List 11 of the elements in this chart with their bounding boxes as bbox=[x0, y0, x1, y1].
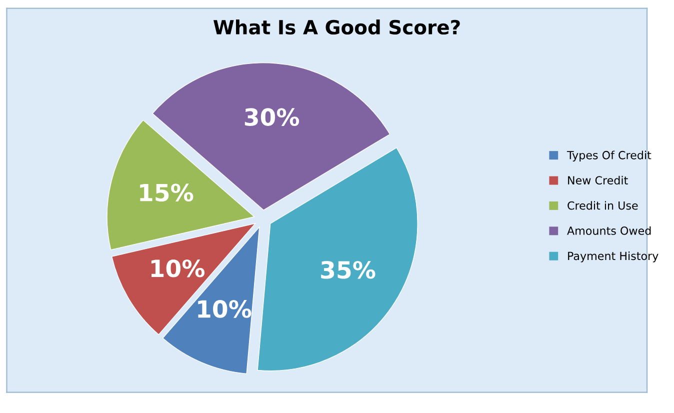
legend-label: Amounts Owed bbox=[567, 226, 651, 235]
data-label: 10% bbox=[151, 259, 205, 278]
data-label: 10% bbox=[198, 300, 252, 318]
legend-label: Types Of Credit bbox=[566, 150, 652, 162]
legend-label: Payment History bbox=[568, 252, 658, 262]
data-label: 30% bbox=[244, 108, 300, 126]
legend-label: Credit in Use bbox=[568, 201, 638, 210]
legend-label: New Credit bbox=[568, 176, 628, 185]
chart-title: What Is A Good Score? bbox=[213, 20, 460, 35]
data-label: 15% bbox=[140, 184, 194, 202]
data-label: 35% bbox=[321, 260, 376, 279]
